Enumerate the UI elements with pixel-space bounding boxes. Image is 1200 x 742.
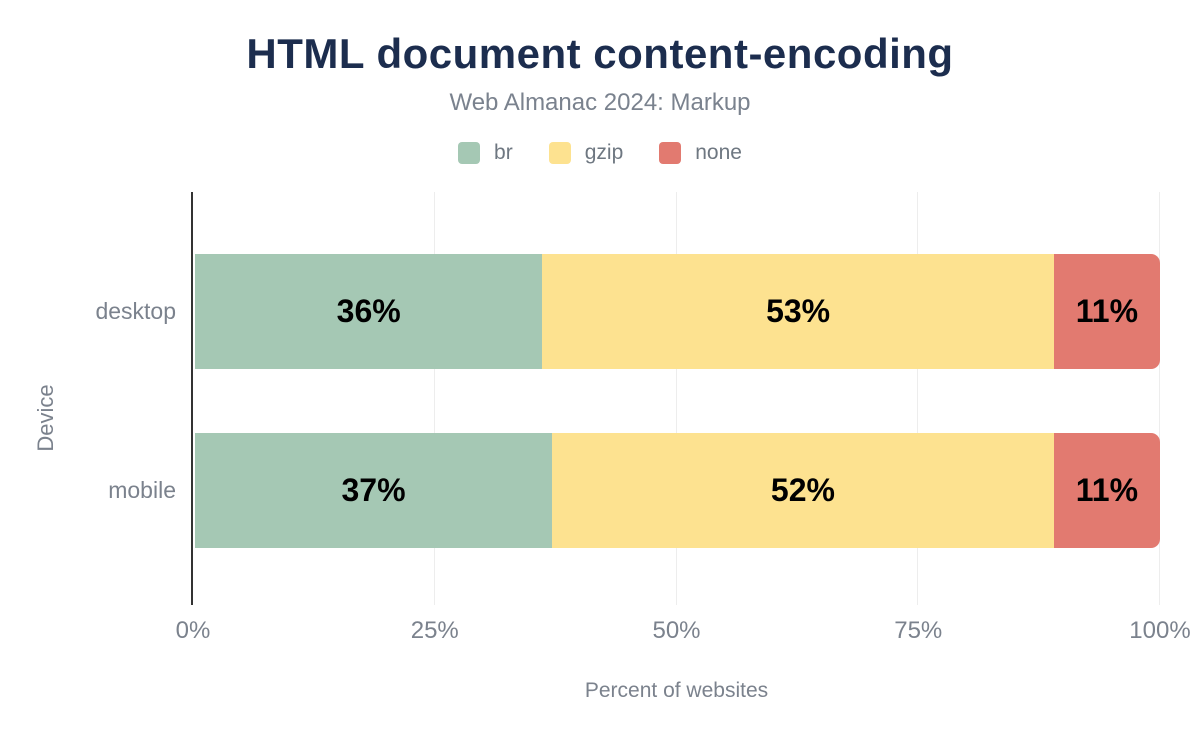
- x-tick-label-0: 0%: [175, 617, 211, 644]
- gridline-100: [1159, 192, 1160, 605]
- gridline-25: [433, 192, 435, 605]
- legend-swatch-icon: [548, 142, 571, 164]
- legend-swatch-icon: [458, 142, 481, 164]
- bar-value-label: 37%: [341, 472, 406, 508]
- legend-item-gzip[interactable]: gzip: [548, 141, 624, 165]
- legend-label: br: [494, 141, 513, 164]
- bar-segment-mobile-br[interactable]: 37%: [195, 433, 553, 548]
- x-tick-label-25: 25%: [410, 617, 459, 644]
- legend-item-br[interactable]: br: [458, 141, 513, 165]
- gridline-75: [917, 192, 919, 605]
- bar-segment-desktop-none[interactable]: 11%: [1053, 254, 1160, 369]
- legend: br gzip none: [0, 141, 1200, 165]
- y-tick-label-desktop: desktop: [95, 298, 176, 324]
- x-tick-label-50: 50%: [652, 617, 701, 644]
- gridline-50: [675, 192, 677, 605]
- legend-item-none[interactable]: none: [659, 141, 742, 165]
- chart-subtitle: Web Almanac 2024: Markup: [449, 89, 751, 116]
- bar-segment-desktop-br[interactable]: 36%: [195, 254, 543, 369]
- x-tick-label-100: 100%: [1129, 617, 1191, 644]
- bar-segment-mobile-none[interactable]: 11%: [1053, 433, 1160, 548]
- bar-segment-mobile-gzip[interactable]: 52%: [552, 433, 1054, 548]
- bar-value-label: 52%: [770, 472, 835, 508]
- bar-row-mobile: 37% 52% 11%: [195, 433, 1160, 548]
- legend-swatch-icon: [659, 142, 682, 164]
- legend-label: gzip: [584, 141, 624, 164]
- bar-segment-desktop-gzip[interactable]: 53%: [542, 254, 1054, 369]
- bar-value-label: 11%: [1075, 472, 1139, 508]
- plot-area: desktop 36% 53% 11% mobile 37% 52% 11%: [95, 192, 1160, 605]
- legend-label: none: [695, 141, 742, 164]
- x-axis-title: Percent of websites: [584, 679, 769, 702]
- chart-title: HTML document content-encoding: [246, 30, 954, 77]
- y-axis-line: [191, 192, 193, 605]
- x-tick-label-75: 75%: [894, 617, 943, 644]
- bar-row-desktop: 36% 53% 11%: [195, 254, 1160, 369]
- bar-value-label: 36%: [336, 293, 401, 329]
- y-tick-label-mobile: mobile: [108, 477, 176, 503]
- bar-value-label: 11%: [1075, 293, 1139, 329]
- bar-value-label: 53%: [766, 293, 831, 329]
